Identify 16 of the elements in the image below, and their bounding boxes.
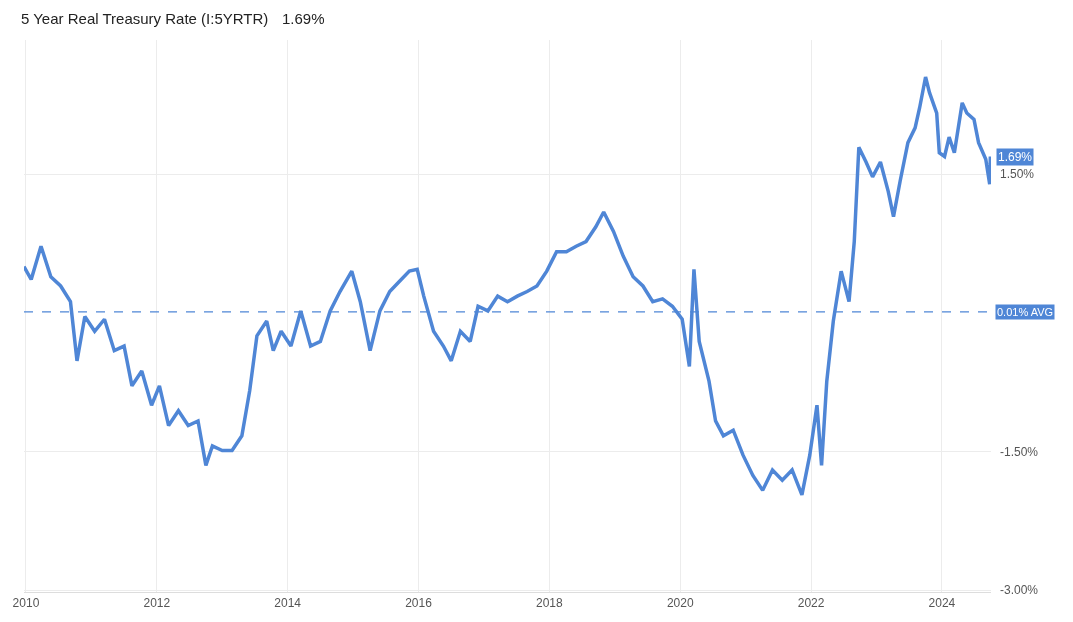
x-tick-label: 2022 <box>797 596 825 611</box>
x-tick-label: 2024 <box>928 596 956 611</box>
y-tick-label: -3.00% <box>1000 583 1039 598</box>
chart-subtitle: 1.69% <box>282 10 325 27</box>
x-tick-label: 2018 <box>536 596 564 611</box>
x-tick-label: 2016 <box>405 596 433 611</box>
y-tick-label: 1.50% <box>1000 167 1035 182</box>
ref-line-label: 0.01% AVG <box>997 306 1054 318</box>
y-tick-label: -1.50% <box>1000 444 1039 459</box>
x-tick-label: 2020 <box>666 596 694 611</box>
line-series <box>24 75 991 497</box>
annotation: 1.69% <box>998 150 1033 164</box>
x-tick-label: 2014 <box>274 596 302 611</box>
chart-title: 5 Year Real Treasury Rate (I:5YRTR) <box>21 10 269 27</box>
x-tick-label: 2010 <box>12 596 40 611</box>
x-tick-label: 2012 <box>143 596 171 611</box>
